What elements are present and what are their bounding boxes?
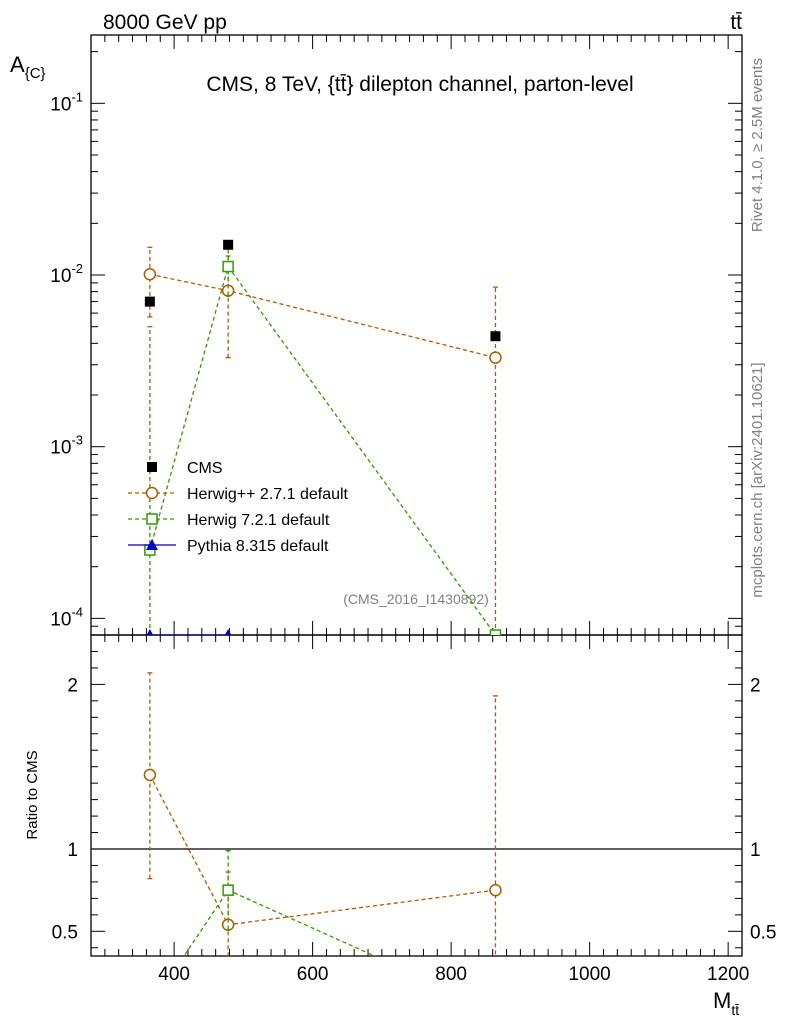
data-point (224, 629, 232, 635)
beam-label: 8000 GeV pp (103, 11, 227, 34)
ratio-ylabel: Ratio to CMS (24, 750, 41, 839)
series-cms (144, 239, 501, 342)
error-bar (492, 695, 498, 956)
svg-text:A{C}: A{C} (10, 52, 46, 82)
error-bar (225, 849, 231, 931)
legend: CMS Herwig++ 2.7.1 default Herwig 7.2.1 de… (128, 460, 349, 555)
x-tick-label: 1200 (707, 964, 749, 985)
legend-entry: Pythia 8.315 default (128, 538, 329, 555)
data-point (489, 629, 502, 635)
legend-label: Herwig 7.2.1 default (187, 512, 330, 529)
mcplots-label: mcplots.cern.ch [arXiv:2401.10621] (749, 362, 766, 597)
series-line (149, 774, 496, 926)
y-tick-label: 1 (750, 840, 761, 861)
y-tick-label: 10-1 (50, 89, 83, 115)
data-point (489, 883, 502, 897)
y-tick-label: 10-4 (50, 604, 83, 630)
data-point (143, 768, 157, 782)
series-pythia-8-315-default (146, 629, 232, 635)
data-point (489, 351, 502, 364)
series-herwig-2-7-1-default (143, 246, 502, 635)
x-tick-label: 600 (297, 964, 329, 985)
legend-label: Pythia 8.315 default (187, 538, 329, 555)
data-point (222, 884, 234, 896)
x-tick-label: 400 (158, 964, 190, 985)
y-tick-label: 10-2 (50, 261, 83, 287)
series-herwig-7-2-1-default (144, 245, 502, 635)
svg-text:10-1: 10-1 (50, 89, 83, 115)
plot-subtitle: CMS, 8 TeV, {tt̄} dilepton channel, part… (206, 73, 633, 96)
legend-entry: CMS (147, 460, 223, 477)
ratio-plot-area (143, 672, 502, 1015)
y-tick-label: 0.5 (52, 922, 78, 943)
legend-label: CMS (187, 460, 223, 477)
series-herwig-2-7-1-default (143, 672, 502, 956)
data-point (144, 296, 155, 307)
series-line (149, 273, 496, 359)
y-tick-label: 0.5 (750, 922, 776, 943)
svg-text:10-2: 10-2 (50, 261, 83, 287)
error-bar (147, 326, 153, 635)
x-tick-label: 800 (435, 964, 467, 985)
y-tick-label: 2 (750, 675, 761, 696)
ratio-xlabel: Mtt̄ (713, 988, 739, 1018)
error-bar (147, 246, 153, 318)
x-tick-label: 1000 (568, 964, 610, 985)
axis-ticks (91, 35, 742, 956)
rivet-version-label: Rivet 4.1.0, ≥ 2.5M events (749, 58, 766, 232)
series-line (149, 265, 496, 635)
data-point (222, 260, 234, 273)
main-plot-area (143, 239, 502, 635)
analysis-id: (CMS_2016_I1430892) (343, 591, 489, 607)
legend-entry: Herwig 7.2.1 default (128, 512, 330, 529)
legend-marker (147, 462, 157, 472)
data-point (145, 1002, 155, 1012)
main-ylabel: A{C} (10, 52, 46, 82)
y-tick-label: 10-3 (50, 433, 83, 459)
process-label: tt̄ (730, 11, 742, 34)
data-point (223, 239, 234, 250)
error-bar (147, 672, 153, 880)
svg-text:10-3: 10-3 (50, 433, 83, 459)
data-point (490, 1005, 500, 1015)
axis-tick-labels: 400 600 800 1000 1200 10-1 10-2 10-3 10-4 0.5 0.5 1… (50, 89, 776, 985)
data-point (143, 268, 157, 281)
svg-text:Mtt̄: Mtt̄ (713, 988, 739, 1018)
legend-marker (146, 539, 158, 550)
data-point (146, 629, 154, 635)
ratio-panel-frame (90, 634, 743, 957)
data-point (490, 331, 501, 342)
error-bar (492, 286, 498, 635)
series-herwig-7-2-1-default (145, 849, 500, 1015)
y-tick-label: 2 (67, 675, 78, 696)
legend-label: Herwig++ 2.7.1 default (187, 486, 349, 503)
legend-entry: Herwig++ 2.7.1 default (128, 486, 349, 503)
legend-marker (146, 513, 158, 525)
legend-marker (145, 486, 159, 500)
svg-text:10-4: 10-4 (50, 604, 83, 630)
y-tick-label: 1 (67, 840, 78, 861)
